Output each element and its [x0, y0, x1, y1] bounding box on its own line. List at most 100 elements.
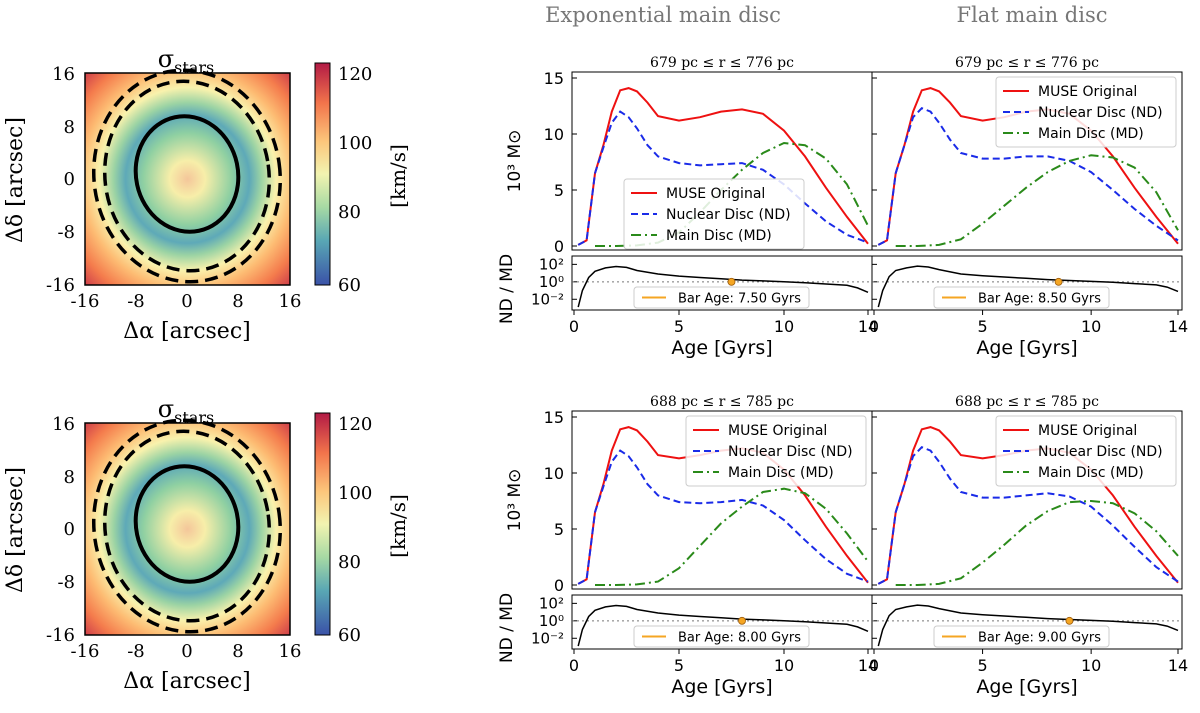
- map-frame: [84, 72, 291, 286]
- tick-label: -16: [71, 291, 100, 312]
- x-tick-label: 5: [977, 656, 987, 675]
- tick-label: 0: [181, 641, 192, 662]
- tick-label: 60: [338, 625, 361, 646]
- tick-label: -16: [71, 641, 100, 662]
- nd-md-ratio-line: [577, 265, 869, 308]
- y-tick-label: 5: [554, 181, 564, 200]
- tick-label: 80: [338, 552, 361, 573]
- legend-label: MUSE Original: [728, 423, 827, 439]
- sfh-panel-bottom-right: 688 pc ≤ r ≤ 785 pc 0 5 10 14 Age [Gyrs] Bar A…: [869, 394, 1188, 698]
- series-legend: [995, 415, 1177, 487]
- muse-original-line: [577, 426, 869, 585]
- tick-label: 16: [52, 64, 75, 85]
- x-axis-label: Age [Gyrs]: [671, 337, 772, 359]
- tick-label: 0: [64, 519, 75, 540]
- dashed-ellipse-outer: [91, 68, 283, 284]
- main-disc-line: [895, 154, 1179, 247]
- tick-label: 120: [338, 64, 372, 85]
- panel-title: 679 pc ≤ r ≤ 776 pc: [955, 55, 1099, 71]
- tick-label: 16: [279, 291, 302, 312]
- tick-label: 16: [279, 641, 302, 662]
- main-axes-frame: [871, 410, 1183, 590]
- x-tick-label: 0: [869, 656, 879, 675]
- legend-label: MUSE Original: [1038, 423, 1137, 439]
- legend-label: MUSE Original: [1038, 84, 1137, 100]
- map-ylabel: Δδ [arcsec]: [3, 467, 28, 593]
- bar-age-marker: [727, 277, 736, 286]
- y-tick-label: 15: [544, 408, 564, 427]
- legend-label: Main Disc (MD): [728, 465, 834, 481]
- y-axis-label: 10³ M⊙: [505, 130, 525, 193]
- x-axis-label: Age [Gyrs]: [976, 337, 1077, 359]
- x-tick-label: 14: [1168, 317, 1188, 336]
- tick-label: 100: [338, 483, 372, 504]
- legend-label: MUSE Original: [666, 186, 765, 202]
- main-disc-line: [595, 487, 869, 586]
- bar-age-legend-label: Bar Age: 9.00 Gyrs: [978, 631, 1101, 646]
- bar-age-marker: [1065, 616, 1074, 625]
- dashed-ellipse-inner: [102, 79, 272, 273]
- x-tick-label: 0: [569, 656, 579, 675]
- series-legend: [995, 76, 1177, 148]
- legend-label: Nuclear Disc (ND): [666, 207, 791, 223]
- column-title-exponential: Exponential main disc: [545, 3, 781, 27]
- sfh-panel-top-right: 679 pc ≤ r ≤ 776 pc 0 5 10 14 Age [Gyrs] Bar A…: [869, 55, 1188, 359]
- dashed-ellipse-inner: [102, 429, 272, 623]
- x-tick-label: 5: [977, 317, 987, 336]
- x-tick-label: 14: [1168, 656, 1188, 675]
- panel-title: 688 pc ≤ r ≤ 785 pc: [650, 394, 794, 410]
- legend-label: Main Disc (MD): [666, 228, 772, 244]
- y-tick-label: 15: [544, 69, 564, 88]
- ratio-axes-frame: [871, 255, 1183, 311]
- panel-title: 688 pc ≤ r ≤ 785 pc: [955, 394, 1099, 410]
- tick-label: 8: [232, 291, 243, 312]
- tick-label: 100: [338, 133, 372, 154]
- bar-age-legend: [633, 286, 810, 309]
- legend-label: Main Disc (MD): [1038, 465, 1144, 481]
- tick-label: -16: [46, 625, 75, 646]
- tick-label: 60: [338, 275, 361, 296]
- tick-label: -8: [57, 572, 75, 593]
- y-tick-label: 10: [544, 464, 564, 483]
- ratio-axis-label: ND / MD: [497, 593, 517, 663]
- bar-age-legend-label: Bar Age: 7.50 Gyrs: [678, 292, 801, 307]
- nuclear-disc-line: [877, 446, 1179, 585]
- x-tick-label: 10: [774, 656, 794, 675]
- colorbar: [314, 62, 331, 286]
- bar-age-legend-label: Bar Age: 8.50 Gyrs: [978, 292, 1101, 307]
- tick-label: -16: [46, 275, 75, 296]
- map-xlabel: Δα [arcsec]: [123, 669, 251, 694]
- column-title-flat: Flat main disc: [957, 3, 1108, 27]
- x-tick-label: 5: [674, 656, 684, 675]
- ratio-tick-label: 10²: [539, 255, 564, 273]
- map-xlabel: Δα [arcsec]: [123, 319, 251, 344]
- x-tick-label: 14: [858, 656, 878, 675]
- legend-label: Nuclear Disc (ND): [1038, 105, 1163, 121]
- colorbar-label: [km/s]: [386, 494, 410, 558]
- map-x-ticks: -16 -8 0 8 16: [71, 291, 302, 312]
- tick-label: 8: [64, 467, 75, 488]
- ratio-tick-label: 10⁻²: [531, 290, 564, 308]
- tick-label: -8: [127, 291, 145, 312]
- dashed-ellipse-outer: [91, 418, 283, 634]
- main-disc-line: [895, 499, 1179, 586]
- x-tick-label: 10: [1081, 656, 1101, 675]
- colorbar: [314, 412, 331, 636]
- map-y-ticks: 16 8 0 -8 -16: [46, 414, 75, 646]
- x-tick-label: 0: [569, 317, 579, 336]
- nuclear-disc-line: [577, 110, 869, 246]
- ratio-axes-frame: [871, 594, 1183, 650]
- ratio-tick-label: 10²: [539, 594, 564, 612]
- tick-label: 8: [232, 641, 243, 662]
- sigma-map-top: σstars -16 -8 0 8 16 16 8 0 -8 -16 Δα [a…: [3, 45, 410, 344]
- x-tick-label: 10: [774, 317, 794, 336]
- map-ylabel: Δδ [arcsec]: [3, 117, 28, 243]
- colorbar-label: [km/s]: [386, 144, 410, 208]
- map-y-ticks: 16 8 0 -8 -16: [46, 64, 75, 296]
- nd-md-ratio-line: [877, 265, 1179, 308]
- legend-label: Main Disc (MD): [1038, 126, 1144, 142]
- bar-age-legend: [633, 625, 810, 648]
- y-tick-label: 0: [554, 237, 564, 256]
- nuclear-disc-ellipse: [133, 114, 241, 234]
- legend-label: Nuclear Disc (ND): [1038, 444, 1163, 460]
